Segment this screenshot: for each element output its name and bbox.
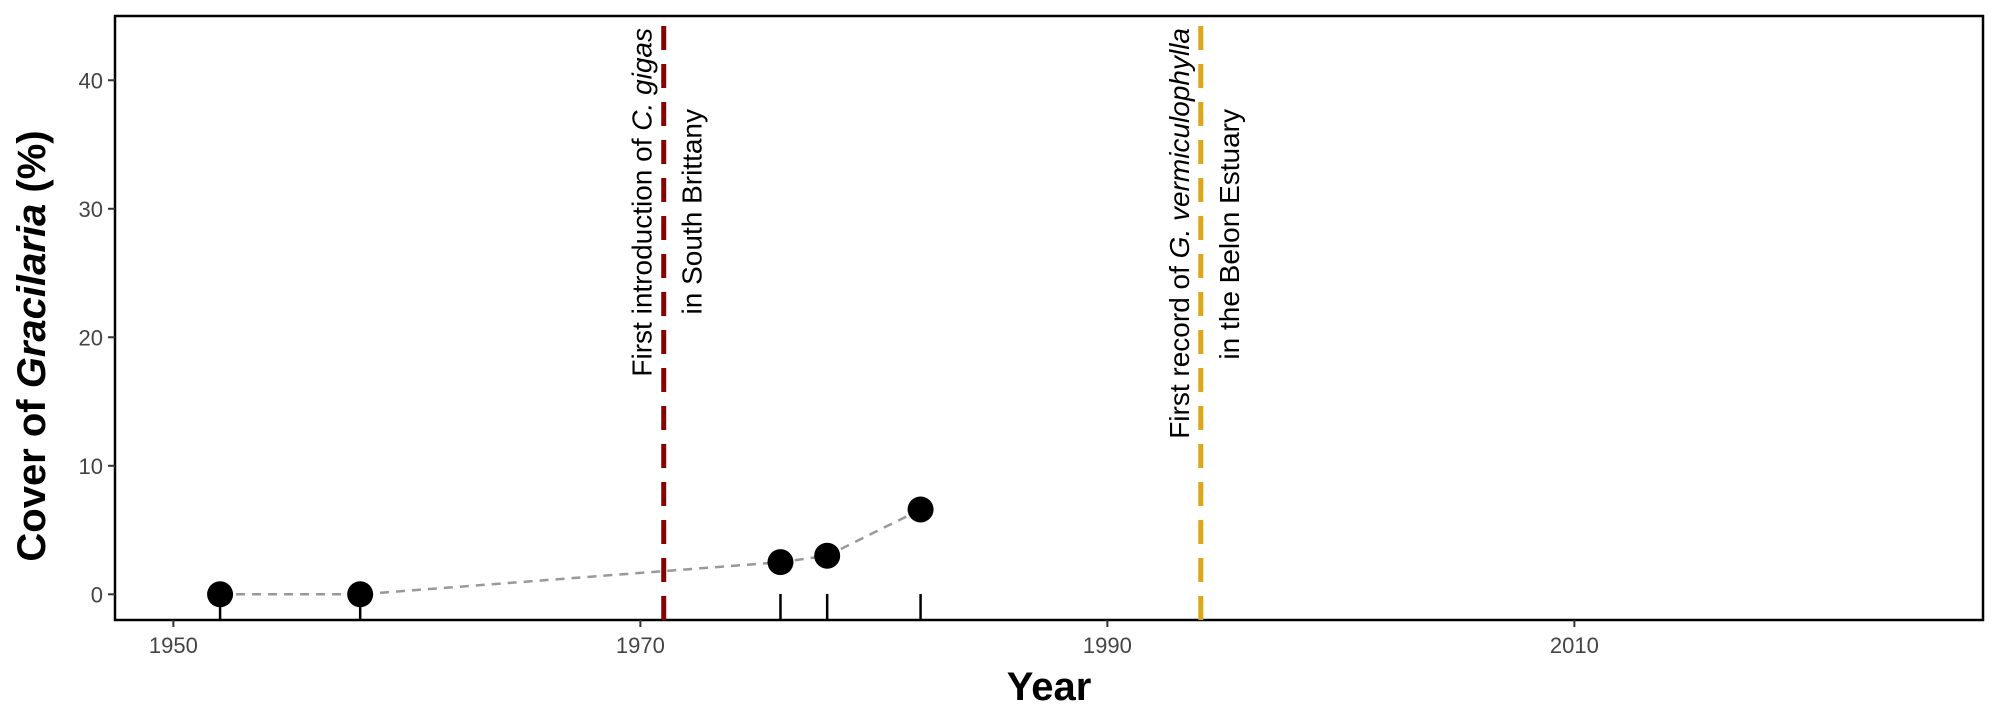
reference-lines [661,26,1204,620]
reference-label-species: C. gigas [627,28,658,131]
x-tick-label: 2010 [1550,633,1599,658]
reference-label-line-2: in South Brittany [677,109,708,314]
annotations: First introduction of C. gigas in South B… [627,28,1245,439]
data-point [207,581,234,608]
plot-panel [113,14,1985,622]
y-tick-label: 30 [79,197,103,222]
x-tick-label: 1970 [616,633,665,658]
y-tick-label: 40 [79,68,103,93]
x-axis-title: Year [1007,665,1092,709]
data-points [207,496,934,620]
reference-label-line-2: in the Belon Estuary [1214,109,1245,360]
axes: 0 10 20 30 40 1950 1970 1990 2010 [79,68,1599,658]
plot-border [113,14,1985,622]
y-tick-label: 10 [79,454,103,479]
reference-label-line-1: First record of G. vermiculophylla [1164,28,1195,439]
y-axis-title-part-2: Gracilaria [10,204,54,389]
data-point [767,549,794,576]
x-tick-label: 1990 [1083,633,1132,658]
data-point [347,581,374,608]
reference-label-prefix: First record of [1164,258,1195,438]
y-tick-label: 0 [91,582,103,607]
y-axis-title-part-1: Cover of [10,388,54,561]
reference-label-prefix: First introduction of [627,131,658,377]
y-axis-title: Cover of Gracilaria (%) [10,130,54,561]
y-axis-title-part-3: (%) [10,130,54,203]
reference-label-species: G. vermiculophylla [1164,28,1195,258]
x-tick-label: 1950 [149,633,198,658]
data-point [907,496,934,523]
y-tick-label: 20 [79,325,103,350]
reference-label-line-1: First introduction of C. gigas [627,28,658,377]
data-point [814,542,841,569]
